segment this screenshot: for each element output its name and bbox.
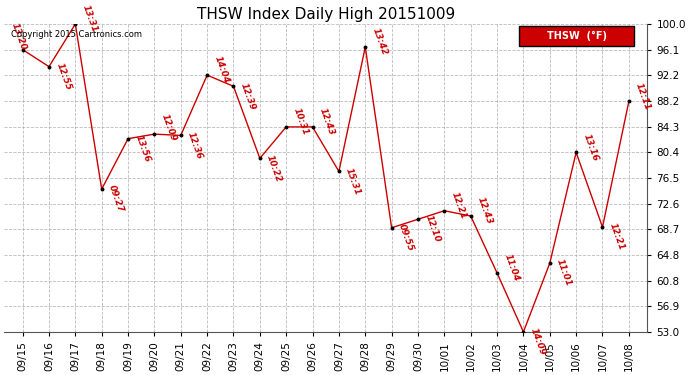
Text: 09:55: 09:55 xyxy=(397,223,415,253)
Text: 11:04: 11:04 xyxy=(502,253,520,283)
Title: THSW Index Daily High 20151009: THSW Index Daily High 20151009 xyxy=(197,6,455,21)
Point xyxy=(465,213,476,219)
Point xyxy=(333,168,344,174)
Text: 12:11: 12:11 xyxy=(634,81,652,111)
Text: 12:10: 12:10 xyxy=(423,214,442,244)
Point xyxy=(307,124,318,130)
Text: 13:20: 13:20 xyxy=(10,21,28,51)
FancyBboxPatch shape xyxy=(519,26,634,46)
Point xyxy=(228,83,239,89)
Point xyxy=(96,186,107,192)
Text: 13:31: 13:31 xyxy=(81,4,99,34)
Text: 12:55: 12:55 xyxy=(55,62,72,92)
Text: 12:36: 12:36 xyxy=(186,130,204,160)
Text: 14:04: 14:04 xyxy=(213,55,230,85)
Text: 13:16: 13:16 xyxy=(582,132,600,162)
Text: 10:22: 10:22 xyxy=(265,153,284,183)
Text: Copyright 2015 Cartronics.com: Copyright 2015 Cartronics.com xyxy=(10,30,141,39)
Text: 15:31: 15:31 xyxy=(344,166,362,196)
Point xyxy=(518,329,529,335)
Point xyxy=(149,131,160,137)
Text: 12:43: 12:43 xyxy=(318,106,336,136)
Point xyxy=(491,270,502,276)
Point xyxy=(544,260,555,266)
Text: 11:01: 11:01 xyxy=(555,258,573,288)
Point xyxy=(123,136,134,142)
Text: 12:09: 12:09 xyxy=(159,112,178,142)
Text: 09:27: 09:27 xyxy=(107,184,125,214)
Point xyxy=(386,225,397,231)
Text: 13:56: 13:56 xyxy=(133,134,152,164)
Point xyxy=(70,21,81,27)
Text: 12:21: 12:21 xyxy=(608,222,626,252)
Text: THSW  (°F): THSW (°F) xyxy=(546,31,607,40)
Point xyxy=(359,44,371,50)
Point xyxy=(17,46,28,53)
Text: 12:39: 12:39 xyxy=(239,81,257,111)
Text: 10:31: 10:31 xyxy=(291,106,310,136)
Text: 12:43: 12:43 xyxy=(476,196,494,226)
Point xyxy=(439,208,450,214)
Point xyxy=(281,124,292,130)
Point xyxy=(623,98,634,104)
Point xyxy=(571,150,582,156)
Point xyxy=(413,216,424,222)
Point xyxy=(175,132,186,138)
Text: 12:21: 12:21 xyxy=(450,190,468,220)
Point xyxy=(43,64,55,70)
Text: 14:09: 14:09 xyxy=(529,327,547,357)
Point xyxy=(255,155,266,161)
Text: 13:42: 13:42 xyxy=(371,27,388,57)
Point xyxy=(597,224,608,230)
Point xyxy=(201,72,213,78)
